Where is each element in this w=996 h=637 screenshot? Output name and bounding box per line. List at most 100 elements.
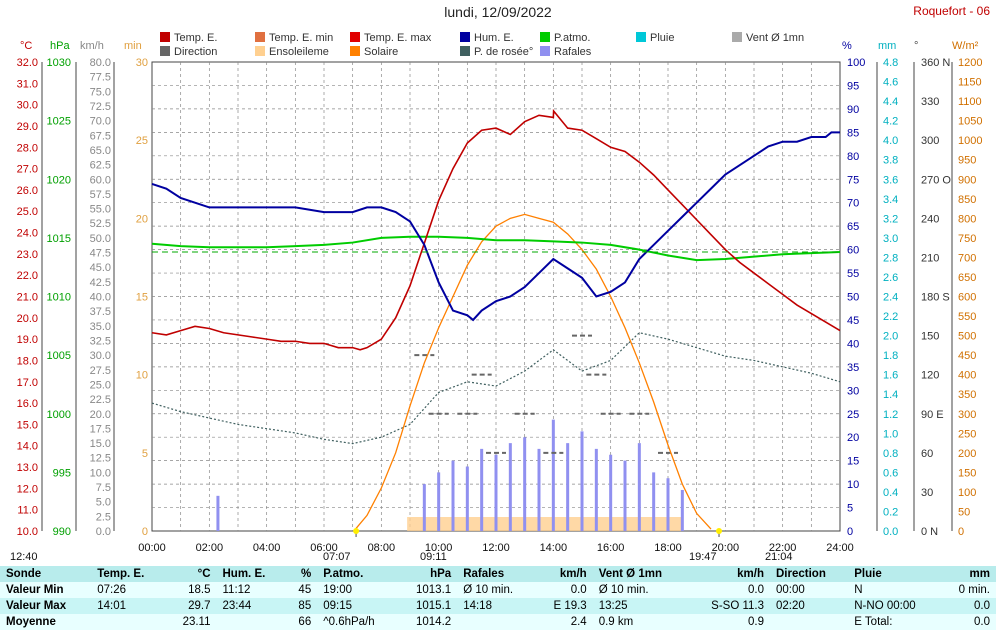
temp-tick-label: 15.0 <box>17 419 38 431</box>
summary-header: Vent Ø 1mn <box>592 566 688 582</box>
summary-cell: 0.9 <box>748 616 764 628</box>
summary-cell: 18.5 <box>188 584 211 596</box>
summary-header: P.atmo. <box>317 566 398 582</box>
summary-cell: 23.11 <box>182 616 211 628</box>
sun-tick-label: 5 <box>142 448 148 460</box>
legend-item: Rafales <box>540 46 591 58</box>
sun-tick-label: 25 <box>136 135 148 147</box>
summary-cell: 45 <box>298 584 312 596</box>
wind-tick-label: 42.5 <box>90 277 111 289</box>
summary-header: Hum. E. <box>216 566 286 582</box>
wind-tick-label: 0.0 <box>96 526 111 538</box>
wind-tick-label: 20.0 <box>90 409 111 421</box>
series-solaire <box>355 213 712 530</box>
rain-tick-label: 1.2 <box>883 409 898 421</box>
summary-cell: 14:18 <box>463 600 492 612</box>
temp-tick-label: 17.0 <box>17 377 38 389</box>
summary-header: km/h <box>687 566 770 582</box>
rain-tick-label: 0.2 <box>883 506 898 518</box>
summary-cell: 0.0 <box>974 616 990 628</box>
summary-header: mm <box>941 566 996 582</box>
temp-tick-label: 14.0 <box>17 441 38 453</box>
summary-cell: 07:26 <box>97 584 126 596</box>
rain-tick-label: 0.0 <box>883 526 898 538</box>
wind-tick-label: 75.0 <box>90 86 111 98</box>
summary-header: Rafales <box>457 566 536 582</box>
hum-tick-label: 65 <box>847 221 859 233</box>
hum-tick-label: 10 <box>847 479 859 491</box>
temp-tick-label: 13.0 <box>17 462 38 474</box>
solar-tick-label: 50 <box>958 506 970 518</box>
hum-axis-title: % <box>842 40 852 52</box>
solar-tick-label: 400 <box>958 370 976 382</box>
x-tick-label: 16:00 <box>597 542 625 554</box>
temp-tick-label: 11.0 <box>17 505 38 517</box>
summary-cell: E 19.3 <box>553 600 587 612</box>
rain-tick-label: 1.8 <box>883 350 898 362</box>
dir-tick-label: 180 S <box>921 292 950 304</box>
summary-header-row: Sonde Temp. E. °C Hum. E. % P.atmo. hPa … <box>0 566 996 582</box>
summary-row-avg: Moyenne 23.11 66 ^0.6hPa/h 1014.2 2.4 0.… <box>0 614 996 630</box>
summary-header: hPa <box>397 566 458 582</box>
x-tick-label: 06:00 <box>310 542 338 554</box>
hum-tick-label: 70 <box>847 198 859 210</box>
summary-cell: E Total: <box>848 614 941 630</box>
rain-tick-label: 2.0 <box>883 331 898 343</box>
hum-tick-label: 80 <box>847 151 859 163</box>
summary-cell: Ø 10 min. <box>598 584 649 596</box>
hum-tick-label: 15 <box>847 456 859 468</box>
summary-dir: E <box>854 616 862 628</box>
wind-tick-label: 15.0 <box>90 438 111 450</box>
rain-tick-label: 4.6 <box>883 77 898 89</box>
rain-tick-label: 1.6 <box>883 370 898 382</box>
solar-tick-label: 950 <box>958 155 976 167</box>
summary-cell: 0.0 <box>974 600 990 612</box>
summary-cell: 00:00 <box>776 584 805 596</box>
chart-title: lundi, 12/09/2022 <box>444 4 552 20</box>
rain-tick-label: 0.8 <box>883 448 898 460</box>
legend-swatch <box>255 46 265 56</box>
legend-label: Temp. E. max <box>364 32 432 44</box>
sunset-dot <box>716 528 723 534</box>
rain-tick-label: 2.6 <box>883 272 898 284</box>
summary-cell: N <box>848 582 941 598</box>
summary-cell: 1014.2 <box>416 616 452 628</box>
rain-tick-label: 3.4 <box>883 194 898 206</box>
wind-tick-label: 22.5 <box>90 394 111 406</box>
dir-axis-title: ° <box>914 40 919 52</box>
wind-tick-label: 70.0 <box>90 116 111 128</box>
press-tick-label: 1000 <box>47 409 71 421</box>
legend-swatch <box>460 46 470 56</box>
weather-chart: 00:00 02:00 04:00 06:00 08:00 10:00 12:00 14:00… <box>17 57 983 554</box>
station-name: Roquefort - 06 <box>913 4 990 18</box>
series-p-atmo- <box>151 235 841 262</box>
legend-swatch <box>540 46 550 56</box>
summary-cell: 66 <box>298 616 312 628</box>
legend-label: Direction <box>174 46 218 58</box>
rain-tick-label: 2.4 <box>883 292 898 304</box>
solar-tick-label: 900 <box>958 174 976 186</box>
solar-tick-label: 650 <box>958 272 976 284</box>
summary-cell: Moyenne <box>6 616 56 628</box>
summary-header: % <box>285 566 318 582</box>
wind-tick-label: 67.5 <box>90 130 111 142</box>
summary-cell: 09:15 <box>323 600 352 612</box>
legend-item: Temp. E. max <box>350 32 431 44</box>
legend-swatch <box>160 32 170 42</box>
dir-tick-label: 210 <box>921 252 939 264</box>
dir-tick-label: 240 <box>921 213 939 225</box>
temp-tick-label: 28.0 <box>17 142 38 154</box>
summary-cell: 0.0 <box>570 584 587 596</box>
rain-tick-label: 0.4 <box>883 487 898 499</box>
legend-swatch <box>160 46 170 56</box>
summary-cell <box>91 614 166 630</box>
temp-tick-label: 31.0 <box>17 78 38 90</box>
sun-tick-label: 0 <box>142 526 148 538</box>
solar-tick-label: 1050 <box>958 116 982 128</box>
solar-tick-label: 800 <box>958 213 976 225</box>
summary-header: Sonde <box>0 566 92 582</box>
wind-tick-label: 37.5 <box>90 306 111 318</box>
solar-axis-title: W/m² <box>952 40 979 52</box>
summary-cell: 13:25 <box>598 600 628 612</box>
hum-tick-label: 45 <box>847 315 859 327</box>
